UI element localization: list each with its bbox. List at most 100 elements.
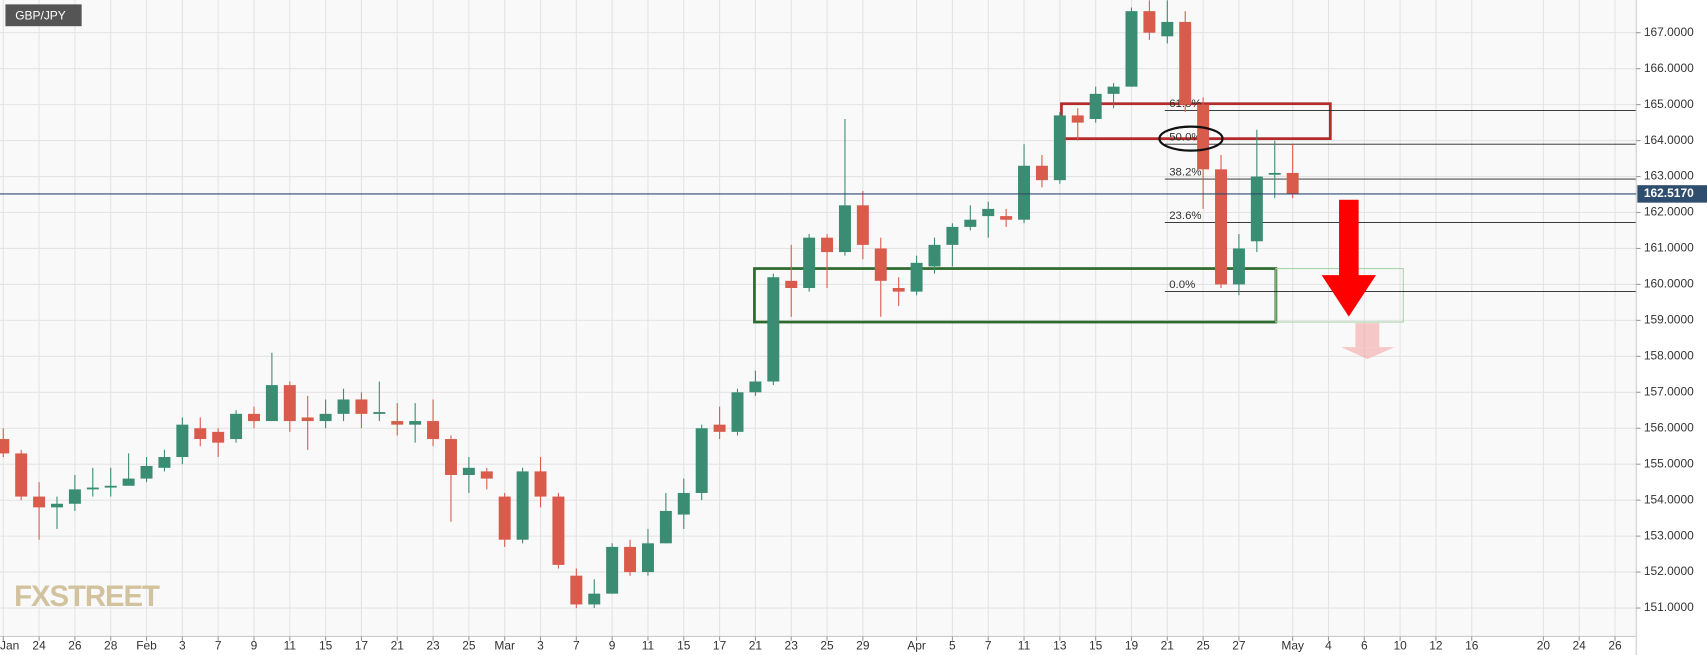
x-tick-label: 25 [1196, 638, 1210, 652]
candle-body [391, 421, 404, 425]
arrow-head [1341, 347, 1395, 360]
candle-body [176, 424, 189, 458]
x-tick-label: 21 [749, 638, 763, 652]
candle-body [946, 226, 959, 245]
candle-body [373, 412, 386, 414]
x-tick-label: 15 [677, 638, 691, 652]
candle-body [480, 471, 493, 479]
x-tick-label: Feb [136, 638, 157, 652]
candle-body [355, 399, 368, 414]
x-tick-label: 23 [785, 638, 799, 652]
x-tick-label: 25 [820, 638, 834, 652]
x-tick-label: 21 [391, 638, 405, 652]
candle-body [964, 219, 977, 227]
candles [0, 0, 1299, 609]
highlight-ellipse [1158, 125, 1224, 152]
candle-body [247, 413, 260, 422]
candle-body [1125, 11, 1138, 87]
candle-body [1268, 172, 1281, 175]
candle-body [68, 489, 81, 504]
symbol-badge [5, 4, 82, 27]
candle-body [803, 237, 816, 289]
candle-body [767, 277, 780, 382]
candle-body [516, 471, 529, 540]
x-tick-label: 5 [949, 638, 956, 652]
candle-body [427, 421, 440, 440]
x-tick-label: 21 [1161, 638, 1175, 652]
candle-body [821, 237, 834, 253]
candle-body [104, 485, 117, 488]
candle-body [1035, 165, 1048, 181]
candle-body [33, 496, 46, 508]
x-tick-label: 24 [32, 638, 46, 652]
y-tick-label: 154.0000 [1644, 492, 1694, 506]
x-tick-label: 7 [985, 638, 992, 652]
x-tick-label: 9 [609, 638, 616, 652]
last-price-label: 162.5170 [1644, 186, 1694, 200]
candle-body [910, 262, 923, 292]
symbol: GBP/JPY [15, 9, 66, 23]
candle-body [122, 478, 135, 486]
candle-body [641, 543, 654, 573]
y-tick-label: 164.0000 [1644, 133, 1694, 147]
y-tick-label: 153.0000 [1644, 528, 1694, 542]
y-tick-label: 167.0000 [1644, 25, 1694, 39]
axes: 151.0000 152.0000 153.0000 154.0000 155.0000… [0, 25, 1694, 653]
y-tick-label: 151.0000 [1644, 600, 1694, 614]
candle-body [1089, 93, 1102, 120]
x-tick-label: 15 [319, 638, 333, 652]
x-tick-label: 12 [1429, 638, 1443, 652]
candle-body [265, 385, 278, 422]
candle-body [1071, 115, 1084, 123]
candle-body [319, 413, 332, 422]
x-tick-label: Jan [0, 638, 19, 652]
x-tick-label: 11 [284, 638, 297, 652]
x-tick-label: 3 [179, 638, 186, 652]
candle-body [695, 428, 708, 493]
candle-body [301, 417, 314, 422]
last-price-badge [1637, 185, 1707, 203]
x-tick-label: 6 [1361, 638, 1368, 652]
candle-body [928, 244, 941, 267]
candle-body [606, 546, 619, 594]
y-tick-label: 163.0000 [1644, 169, 1694, 183]
x-tick-label: 17 [355, 638, 369, 652]
candle-body [15, 453, 28, 497]
candle-body [337, 399, 350, 414]
candle-body [86, 487, 99, 490]
fib-label: 0.0% [1169, 279, 1195, 291]
fibonacci: 61.8%50.0%38.2%23.6%0.0% [1164, 98, 1637, 293]
candle-body [1179, 21, 1192, 105]
y-tick-label: 165.0000 [1644, 97, 1694, 111]
candle-body [444, 439, 457, 475]
plot-background [0, 0, 1636, 636]
down-arrow [1321, 199, 1377, 317]
x-tick-label: 19 [1125, 638, 1139, 652]
x-tick-label: May [1281, 638, 1304, 652]
x-tick-label: 25 [462, 638, 476, 652]
x-tick-label: 15 [1089, 638, 1103, 652]
x-tick-label: Apr [907, 638, 926, 652]
x-tick-label: 4 [1325, 638, 1332, 652]
candle-body [1143, 11, 1156, 33]
candle-body [1250, 176, 1263, 242]
last-price: 162.5170 [0, 185, 1707, 203]
fib-label: 23.6% [1169, 210, 1201, 222]
fib-label: 50.0% [1169, 132, 1201, 144]
candle-body [1197, 104, 1210, 170]
x-tick-label: 9 [251, 638, 258, 652]
candle-body [1000, 216, 1013, 220]
candle-body [892, 288, 905, 292]
x-tick-label: 11 [642, 638, 655, 652]
candle-body [212, 431, 225, 443]
y-tick-label: 159.0000 [1644, 313, 1694, 327]
x-tick-label: 7 [215, 638, 222, 652]
x-tick-label: 17 [713, 638, 727, 652]
x-tick-label: 20 [1537, 638, 1551, 652]
projection-arrow [1341, 323, 1395, 360]
x-tick-label: 26 [68, 638, 82, 652]
candle-body [982, 208, 995, 217]
fib-label: 38.2% [1169, 167, 1201, 179]
arrow-shaft [1355, 323, 1380, 348]
